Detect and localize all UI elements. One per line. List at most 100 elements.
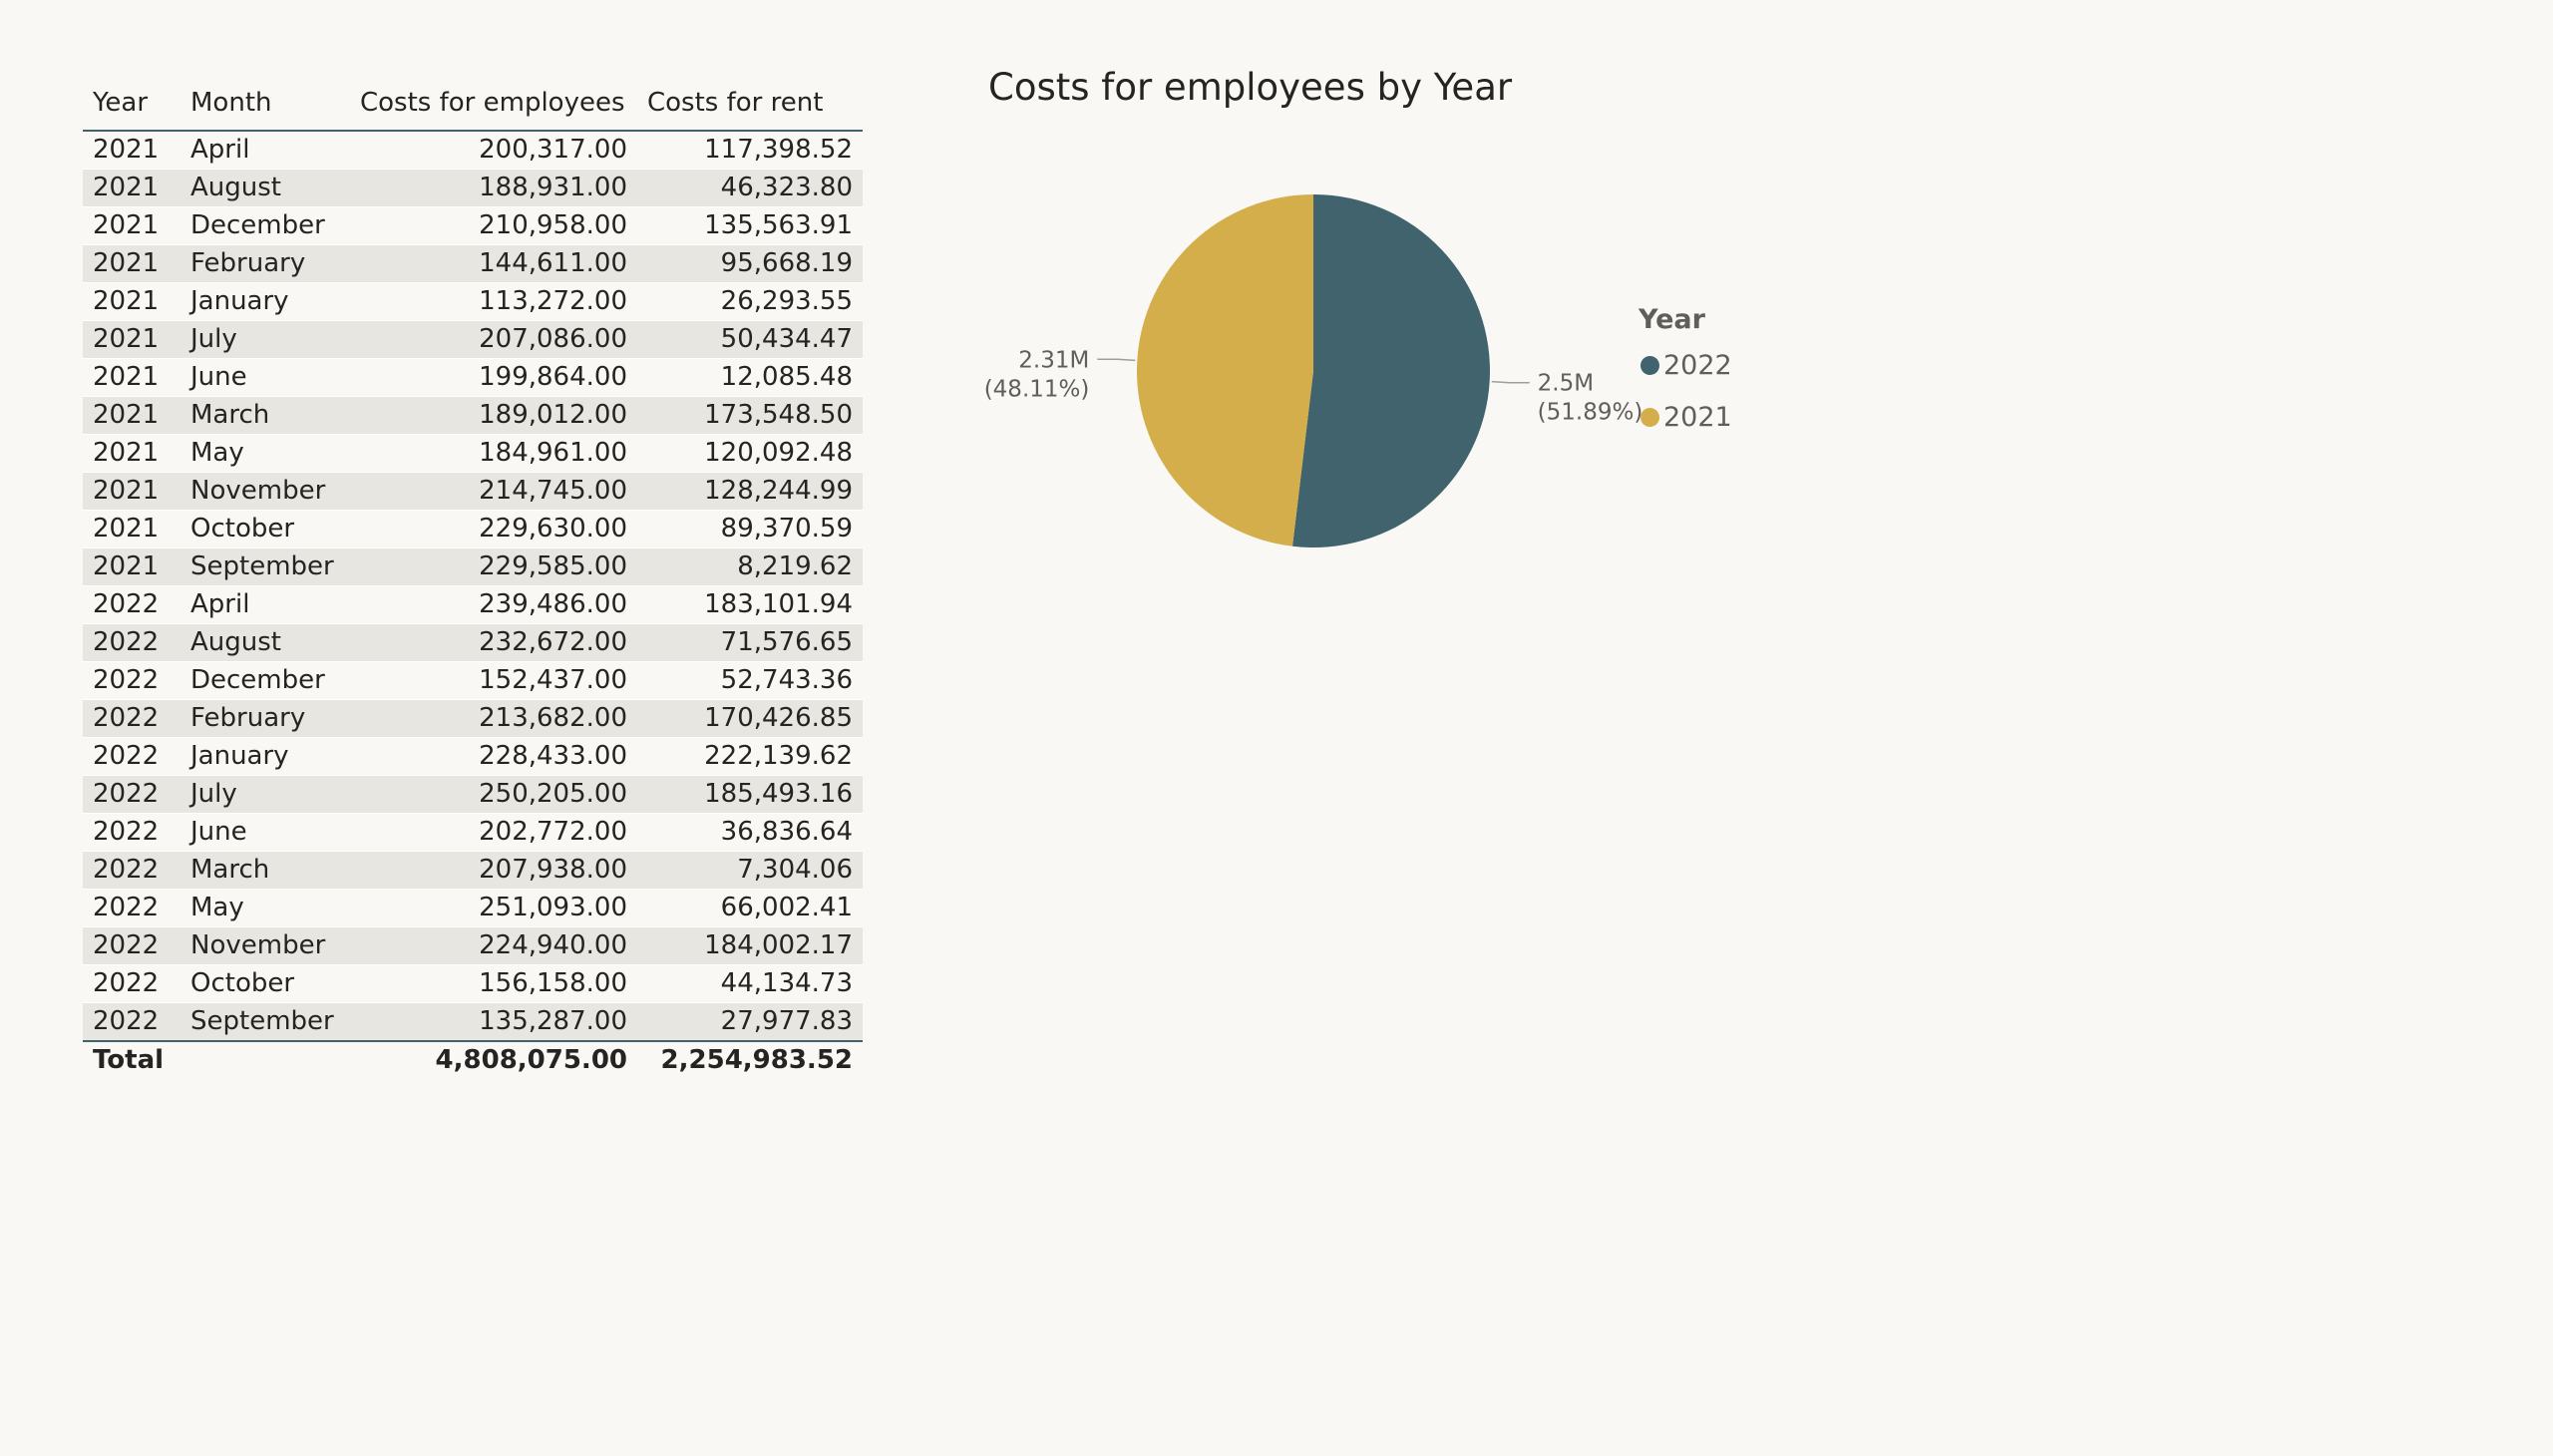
cell-month: November bbox=[181, 926, 350, 965]
cell-costs-rent: 46,323.80 bbox=[637, 169, 863, 207]
cell-year: 2022 bbox=[83, 699, 181, 738]
costs-table-visual[interactable]: Year Month Costs for employees Costs for… bbox=[83, 76, 863, 1079]
cell-costs-rent: 120,092.48 bbox=[637, 434, 863, 473]
table-row[interactable]: 2021 February 144,611.00 95,668.19 bbox=[83, 244, 863, 283]
pie-slice-2022[interactable] bbox=[1292, 194, 1491, 547]
cell-costs-employees: 228,433.00 bbox=[350, 737, 637, 776]
costs-table: Year Month Costs for employees Costs for… bbox=[83, 76, 863, 1079]
table-row[interactable]: 2022 April 239,486.00 183,101.94 bbox=[83, 585, 863, 624]
cell-costs-rent: 7,304.06 bbox=[637, 851, 863, 890]
table-row[interactable]: 2022 May 251,093.00 66,002.41 bbox=[83, 889, 863, 927]
cell-costs-employees: 152,437.00 bbox=[350, 661, 637, 700]
cell-costs-rent: 36,836.64 bbox=[637, 813, 863, 852]
table-row[interactable]: 2021 July 207,086.00 50,434.47 bbox=[83, 320, 863, 359]
cell-month: April bbox=[181, 585, 350, 624]
table-row[interactable]: 2021 September 229,585.00 8,219.62 bbox=[83, 547, 863, 586]
table-row[interactable]: 2021 April 200,317.00 117,398.52 bbox=[83, 131, 863, 170]
cell-costs-employees: 156,158.00 bbox=[350, 964, 637, 1003]
total-label: Total bbox=[83, 1040, 350, 1079]
table-row[interactable]: 2022 June 202,772.00 36,836.64 bbox=[83, 813, 863, 852]
table-body: 2021 April 200,317.00 117,398.52 2021 August 1… bbox=[83, 131, 863, 1042]
cell-costs-rent: 66,002.41 bbox=[637, 889, 863, 927]
cell-year: 2022 bbox=[83, 964, 181, 1003]
pie-slice-2021[interactable] bbox=[1137, 194, 1313, 546]
cell-year: 2022 bbox=[83, 1002, 181, 1042]
cell-month: March bbox=[181, 851, 350, 890]
cell-month: June bbox=[181, 358, 350, 397]
cell-year: 2022 bbox=[83, 737, 181, 776]
cell-costs-rent: 183,101.94 bbox=[637, 585, 863, 624]
cell-costs-employees: 135,287.00 bbox=[350, 1002, 637, 1042]
table-row[interactable]: 2022 January 228,433.00 222,139.62 bbox=[83, 737, 863, 776]
table-row[interactable]: 2022 October 156,158.00 44,134.73 bbox=[83, 964, 863, 1003]
column-header-costs-rent[interactable]: Costs for rent bbox=[637, 76, 863, 132]
cell-month: September bbox=[181, 547, 350, 586]
column-header-year[interactable]: Year bbox=[83, 76, 181, 132]
cell-year: 2021 bbox=[83, 131, 181, 170]
total-costs-rent: 2,254,983.52 bbox=[637, 1040, 863, 1079]
legend-marker-2021 bbox=[1641, 407, 1659, 427]
cell-month: May bbox=[181, 889, 350, 927]
table-row[interactable]: 2021 January 113,272.00 26,293.55 bbox=[83, 282, 863, 321]
data-label-value-2021: 2.31M bbox=[1018, 347, 1089, 373]
cell-costs-employees: 229,585.00 bbox=[350, 547, 637, 586]
cell-costs-rent: 44,134.73 bbox=[637, 964, 863, 1003]
cell-costs-employees: 250,205.00 bbox=[350, 775, 637, 814]
data-label-value-2022: 2.5M bbox=[1538, 371, 1594, 397]
table-row[interactable]: 2022 July 250,205.00 185,493.16 bbox=[83, 775, 863, 814]
cell-year: 2022 bbox=[83, 585, 181, 624]
cell-costs-employees: 189,012.00 bbox=[350, 396, 637, 435]
cell-costs-employees: 188,931.00 bbox=[350, 169, 637, 207]
cell-year: 2022 bbox=[83, 851, 181, 890]
cell-costs-employees: 214,745.00 bbox=[350, 472, 637, 511]
cell-year: 2021 bbox=[83, 434, 181, 473]
cell-costs-rent: 12,085.48 bbox=[637, 358, 863, 397]
cell-costs-employees: 199,864.00 bbox=[350, 358, 637, 397]
table-row[interactable]: 2022 March 207,938.00 7,304.06 bbox=[83, 851, 863, 890]
cell-costs-employees: 210,958.00 bbox=[350, 206, 637, 245]
cell-costs-employees: 251,093.00 bbox=[350, 889, 637, 927]
table-row[interactable]: 2021 March 189,012.00 173,548.50 bbox=[83, 396, 863, 435]
cell-costs-employees: 202,772.00 bbox=[350, 813, 637, 852]
cell-year: 2022 bbox=[83, 661, 181, 700]
cell-year: 2022 bbox=[83, 623, 181, 662]
column-header-month[interactable]: Month bbox=[181, 76, 350, 132]
table-row[interactable]: 2021 June 199,864.00 12,085.48 bbox=[83, 358, 863, 397]
cell-costs-employees: 232,672.00 bbox=[350, 623, 637, 662]
cell-month: April bbox=[181, 131, 350, 170]
table-row[interactable]: 2022 August 232,672.00 71,576.65 bbox=[83, 623, 863, 662]
cell-costs-rent: 8,219.62 bbox=[637, 547, 863, 586]
cell-year: 2021 bbox=[83, 320, 181, 359]
chart-legend: Year 2022 2021 bbox=[1639, 304, 1732, 443]
table-total-row: Total 4,808,075.00 2,254,983.52 bbox=[83, 1040, 863, 1079]
cell-year: 2022 bbox=[83, 813, 181, 852]
cell-costs-employees: 144,611.00 bbox=[350, 244, 637, 283]
table-row[interactable]: 2022 September 135,287.00 27,977.83 bbox=[83, 1002, 863, 1042]
table-row[interactable]: 2022 February 213,682.00 170,426.85 bbox=[83, 699, 863, 738]
legend-item-2021[interactable]: 2021 bbox=[1639, 391, 1732, 443]
table-row[interactable]: 2021 May 184,961.00 120,092.48 bbox=[83, 434, 863, 473]
cell-costs-rent: 52,743.36 bbox=[637, 661, 863, 700]
table-row[interactable]: 2021 December 210,958.00 135,563.91 bbox=[83, 206, 863, 245]
table-row[interactable]: 2022 November 224,940.00 184,002.17 bbox=[83, 926, 863, 965]
cell-costs-employees: 224,940.00 bbox=[350, 926, 637, 965]
cell-costs-employees: 113,272.00 bbox=[350, 282, 637, 321]
legend-label-2021: 2021 bbox=[1663, 401, 1732, 433]
cell-year: 2021 bbox=[83, 282, 181, 321]
cell-costs-rent: 135,563.91 bbox=[637, 206, 863, 245]
cell-costs-rent: 173,548.50 bbox=[637, 396, 863, 435]
table-row[interactable]: 2022 December 152,437.00 52,743.36 bbox=[83, 661, 863, 700]
cell-month: March bbox=[181, 396, 350, 435]
legend-item-2022[interactable]: 2022 bbox=[1639, 339, 1732, 391]
pie-chart[interactable]: 2.5M (51.89%) 2.31M (48.11%) bbox=[984, 160, 1642, 598]
cell-year: 2022 bbox=[83, 889, 181, 927]
column-header-costs-employees[interactable]: Costs for employees bbox=[350, 76, 637, 132]
table-row[interactable]: 2021 November 214,745.00 128,244.99 bbox=[83, 472, 863, 511]
cell-costs-employees: 200,317.00 bbox=[350, 131, 637, 170]
table-row[interactable]: 2021 October 229,630.00 89,370.59 bbox=[83, 510, 863, 548]
table-row[interactable]: 2021 August 188,931.00 46,323.80 bbox=[83, 169, 863, 207]
cell-costs-rent: 170,426.85 bbox=[637, 699, 863, 738]
cell-month: January bbox=[181, 282, 350, 321]
cell-month: August bbox=[181, 623, 350, 662]
